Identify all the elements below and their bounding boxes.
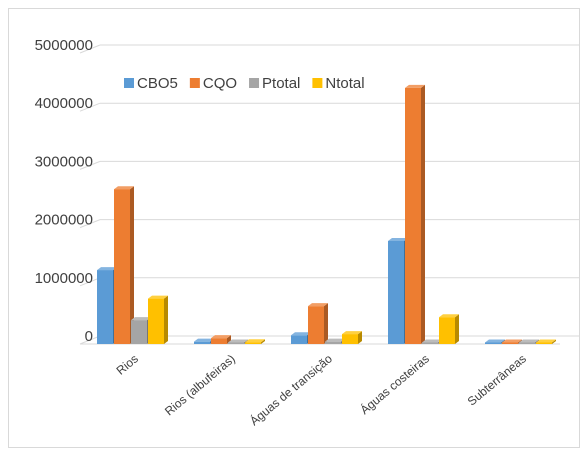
x-tick-label: Subterrâneas (465, 352, 529, 409)
gridline-depth (79, 219, 101, 229)
legend-label: Ntotal (325, 75, 364, 92)
chart-frame (8, 8, 580, 448)
legend-item-ntotal: Ntotal (312, 75, 365, 92)
legend-label: CQO (203, 75, 237, 92)
legend: CBO5 CQO Ptotal Ntotal (124, 75, 365, 92)
bar-cqo-1 (211, 335, 231, 344)
legend-label: CBO5 (137, 75, 178, 92)
bar-ntotal-3 (439, 314, 459, 344)
x-tick-label: Rios (114, 352, 141, 378)
gridline-depth (79, 44, 101, 54)
legend-item-ptotal: Ptotal (249, 75, 300, 92)
bar-cqo-0 (114, 186, 134, 344)
legend-item-cqo: CQO (189, 75, 237, 92)
bar-ntotal-4 (536, 339, 556, 344)
legend-swatch (249, 78, 260, 88)
legend-swatch (312, 78, 323, 88)
legend-swatch (124, 78, 134, 88)
bar-ntotal-1 (245, 339, 265, 344)
x-tick-label: Rios (albufeiras) (162, 352, 238, 419)
gridline-depth (79, 160, 101, 170)
legend-label: Ptotal (262, 75, 300, 92)
y-tick-label: 4000000 (35, 95, 93, 112)
legend-swatch (189, 78, 200, 88)
gridline-depth (79, 335, 101, 345)
bar-cqo-3 (405, 84, 425, 345)
y-tick-label: 2000000 (35, 212, 93, 229)
bars (97, 84, 556, 345)
y-tick-label: 5000000 (35, 37, 93, 54)
x-tick-label: Águas de transição (247, 351, 336, 429)
legend-item-cbo5: CBO5 (124, 75, 178, 92)
gridline-depth (79, 102, 101, 112)
x-tick-label: Águas costeiras (357, 351, 432, 417)
y-tick-label: 0 (85, 328, 93, 345)
axis-labels: 0 1000000 2000000 3000000 4000000 5000000 Rios… (35, 37, 529, 428)
bar-ntotal-0 (148, 295, 168, 344)
bar-ntotal-2 (342, 331, 362, 344)
gridline-depth (79, 277, 101, 287)
y-tick-label: 3000000 (35, 153, 93, 170)
bar-cqo-2 (308, 303, 328, 344)
y-tick-label: 1000000 (35, 270, 93, 287)
